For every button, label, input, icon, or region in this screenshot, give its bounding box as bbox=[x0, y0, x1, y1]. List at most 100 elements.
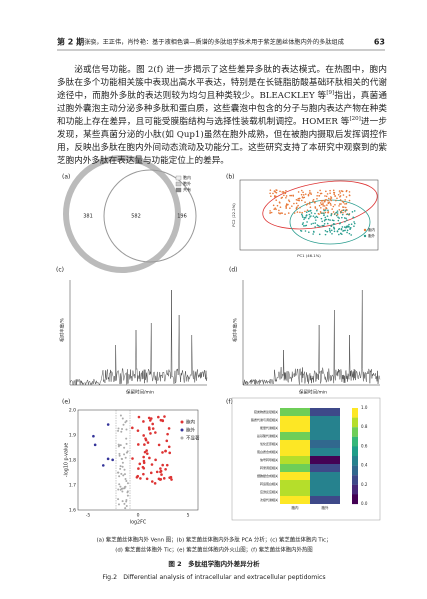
label: 胞外 bbox=[322, 505, 330, 510]
colorbar bbox=[352, 408, 358, 418]
volcano-point bbox=[158, 478, 162, 481]
pca-point bbox=[340, 228, 343, 231]
pca-point bbox=[348, 223, 350, 226]
pca-point bbox=[303, 218, 305, 221]
pca-point bbox=[296, 211, 299, 213]
pca-point bbox=[283, 192, 285, 194]
volcano-point bbox=[125, 428, 128, 431]
pca-point bbox=[330, 199, 332, 202]
pca-point bbox=[329, 192, 331, 195]
volcano-point bbox=[150, 480, 154, 483]
legend-swatch bbox=[175, 181, 182, 187]
volcano-point bbox=[161, 463, 164, 467]
pca-point bbox=[323, 222, 326, 225]
pca-point bbox=[327, 197, 330, 200]
pca-point bbox=[338, 208, 341, 211]
label: 0.0 bbox=[361, 501, 368, 506]
heat-cell bbox=[280, 488, 310, 496]
legend-swatch bbox=[175, 175, 182, 181]
pca-point bbox=[327, 211, 329, 214]
pca-point bbox=[275, 199, 278, 201]
pca-point bbox=[306, 209, 309, 212]
pca-point bbox=[287, 212, 290, 214]
pca-point bbox=[284, 213, 286, 216]
pca-point bbox=[285, 195, 288, 197]
label: 转录调控相关 bbox=[260, 465, 278, 470]
pca-point bbox=[309, 192, 312, 194]
volcano-point bbox=[167, 445, 171, 449]
pca-point bbox=[349, 227, 352, 229]
legend-dot bbox=[180, 420, 184, 424]
volcano-point bbox=[143, 443, 146, 446]
heat-cell bbox=[310, 448, 340, 456]
pca-point bbox=[343, 226, 346, 228]
pca-point bbox=[338, 203, 341, 205]
volcano-point bbox=[125, 498, 128, 501]
volcano-point bbox=[120, 472, 123, 475]
label: 萜类物质途径相关 bbox=[254, 409, 278, 414]
pca-point bbox=[333, 227, 335, 229]
label: 0.2 bbox=[361, 482, 368, 487]
pca-point bbox=[340, 211, 343, 213]
pca-point bbox=[305, 211, 308, 214]
pca-point bbox=[309, 210, 311, 212]
pca-point bbox=[332, 211, 335, 213]
label: (e) bbox=[62, 399, 70, 406]
pca-point bbox=[309, 206, 312, 209]
volcano-point bbox=[126, 494, 129, 497]
pca-point bbox=[304, 230, 307, 232]
legend-dot bbox=[180, 436, 184, 440]
pca-point bbox=[336, 210, 339, 212]
text-run: 指出，真菌通过胞外囊泡主动分泌多种多肽和蛋白质，这些囊泡中包含的分子与胞内表达产… bbox=[57, 91, 387, 127]
pca-point bbox=[320, 217, 323, 220]
colorbar bbox=[352, 494, 358, 505]
pca-point bbox=[316, 216, 319, 219]
pca-point bbox=[302, 222, 305, 224]
label: (b) bbox=[226, 174, 235, 181]
pca-point bbox=[303, 216, 306, 219]
volcano-point bbox=[106, 457, 110, 461]
pca-point bbox=[276, 204, 279, 207]
pca-point bbox=[336, 212, 339, 214]
pca-point bbox=[312, 233, 314, 235]
pca-point bbox=[285, 207, 288, 209]
pca-point bbox=[270, 211, 273, 214]
pca-point bbox=[346, 225, 349, 228]
tic-trace bbox=[69, 289, 208, 386]
pca-point bbox=[295, 207, 298, 209]
volcano-point bbox=[117, 429, 120, 432]
volcano-point bbox=[117, 503, 120, 506]
pca-point bbox=[299, 229, 302, 232]
pca-point bbox=[297, 191, 300, 193]
pca-point bbox=[319, 202, 322, 204]
pca-point bbox=[321, 212, 323, 214]
volcano-point bbox=[157, 415, 160, 419]
volcano-point bbox=[123, 486, 126, 489]
pca-point bbox=[320, 203, 323, 206]
volcano-point bbox=[142, 459, 146, 463]
pca-point bbox=[323, 208, 325, 211]
colorbar bbox=[352, 427, 358, 437]
volcano-point bbox=[145, 449, 148, 452]
pca-point bbox=[346, 231, 348, 234]
pca-point bbox=[324, 216, 327, 219]
volcano-point bbox=[143, 450, 147, 454]
pca-point bbox=[324, 230, 327, 232]
label: 不显著 bbox=[186, 435, 200, 442]
pca-point bbox=[346, 219, 348, 221]
pca-point bbox=[333, 191, 336, 194]
label: (c) bbox=[56, 267, 64, 274]
pca-point bbox=[302, 216, 304, 218]
label: (d) bbox=[229, 267, 238, 274]
volcano-point bbox=[120, 457, 123, 460]
volcano-point bbox=[117, 488, 120, 491]
pca-point bbox=[323, 220, 326, 222]
pca-point bbox=[325, 218, 327, 221]
pca-point bbox=[279, 212, 281, 215]
volcano-point bbox=[149, 432, 152, 435]
pca-point bbox=[344, 229, 346, 232]
label: 细胞壁合成相关 bbox=[257, 473, 278, 478]
volcano-point bbox=[119, 414, 122, 417]
pca-point bbox=[351, 211, 354, 213]
